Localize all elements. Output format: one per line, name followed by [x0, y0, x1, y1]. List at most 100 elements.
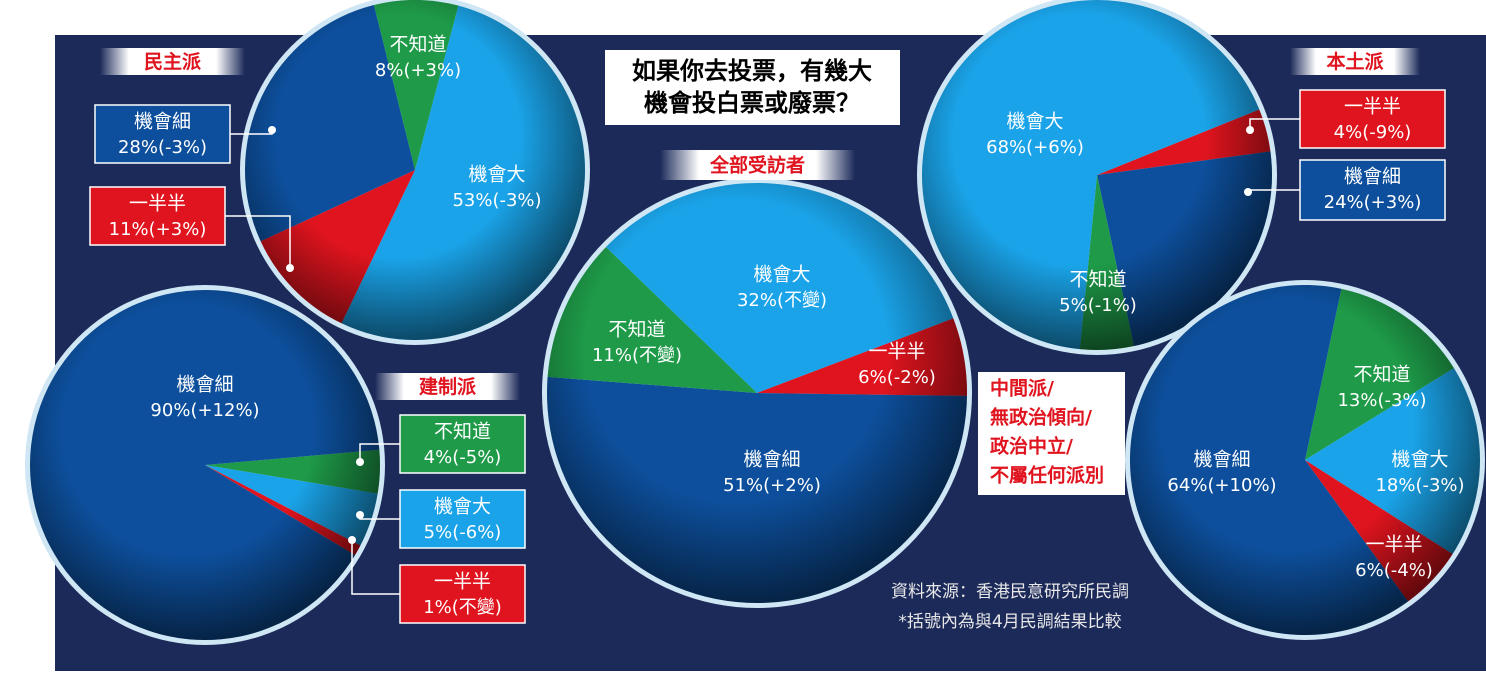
- pie-shade: [1130, 285, 1480, 635]
- value-label: 51%: [723, 475, 763, 496]
- value-label: 5%: [1059, 295, 1088, 316]
- value-label: 4%(-5%): [424, 447, 502, 468]
- change-label: (-4%): [1384, 560, 1433, 581]
- leader-line: [225, 215, 291, 268]
- category-label: 不知道: [1353, 364, 1410, 386]
- value-label: 24%(+3%): [1324, 192, 1422, 213]
- title: 如果你去投票，有幾大: [632, 57, 872, 85]
- group-tag: [375, 373, 520, 400]
- leader-dot: [356, 458, 364, 466]
- category-label: 機會細: [134, 111, 191, 133]
- group-tag: [660, 150, 855, 180]
- change-label: (不變): [452, 597, 502, 618]
- leader-dot: [356, 511, 364, 519]
- leader-dot: [268, 126, 276, 134]
- value-label: 32%: [737, 290, 777, 311]
- category-label: 機會大: [468, 164, 525, 186]
- group-title: 無政治傾向/: [990, 406, 1092, 429]
- category-label: 一半半: [129, 193, 186, 215]
- category-label: 不知道: [608, 319, 665, 341]
- value-label: 53%(-3%): [452, 190, 541, 211]
- value-label: 11%(+3%): [109, 219, 207, 240]
- change-label: (-3%): [158, 137, 207, 158]
- group-title: 本土派: [1326, 50, 1384, 73]
- category-label: 機會大: [1006, 111, 1063, 133]
- group-tag: [100, 48, 245, 75]
- category-label: 不知道: [389, 34, 446, 56]
- change-label: (+10%): [1207, 475, 1276, 496]
- category-label: 機會大: [434, 496, 491, 518]
- pie-shade: [245, 0, 585, 340]
- value-label: 11%(不變): [592, 345, 682, 366]
- value-label: 53%: [452, 190, 492, 211]
- change-label: (不變): [632, 345, 682, 366]
- category-label: 不知道: [434, 421, 491, 443]
- value-label: 13%: [1337, 390, 1377, 411]
- value-label: 51%(+2%): [723, 475, 821, 496]
- value-label: 4%: [1334, 122, 1363, 143]
- change-label: (+12%): [190, 400, 259, 421]
- title-box: [605, 50, 900, 125]
- value-label: 64%(+10%): [1167, 475, 1276, 496]
- label-box: [1299, 159, 1446, 221]
- change-label: (-5%): [452, 447, 501, 468]
- label-box: [399, 489, 526, 549]
- change-label: (+2%): [763, 475, 821, 496]
- change-label: (-3%): [492, 190, 541, 211]
- group-title: 民主派: [144, 51, 202, 73]
- label-box: [399, 414, 526, 474]
- leader-line: [351, 540, 400, 595]
- change-label: (-2%): [887, 367, 936, 388]
- change-label: (-3%): [1377, 390, 1426, 411]
- category-label: 機會細: [1344, 166, 1401, 188]
- change-label: (不變): [777, 290, 827, 311]
- category-label: 機會大: [753, 264, 810, 286]
- change-label: (-3%): [1415, 475, 1464, 496]
- value-label: 64%: [1167, 475, 1207, 496]
- value-label: 5%(-6%): [424, 522, 502, 543]
- value-label: 6%: [858, 367, 887, 388]
- category-label: 機會細: [176, 374, 233, 396]
- value-label: 68%(+6%): [986, 137, 1084, 158]
- group-tag: [1290, 48, 1420, 75]
- category-label: 一半半: [434, 571, 491, 593]
- pie-shade: [30, 290, 380, 640]
- label-box: [1299, 89, 1446, 149]
- leader-line: [359, 443, 400, 462]
- value-label: 90%(+12%): [150, 400, 259, 421]
- value-label: 5%: [424, 522, 453, 543]
- change-label: (-1%): [1088, 295, 1137, 316]
- value-label: 6%: [1355, 560, 1384, 581]
- value-label: 18%(-3%): [1375, 475, 1464, 496]
- group-title: 全部受訪者: [709, 154, 805, 177]
- value-label: 32%(不變): [737, 290, 827, 311]
- group-box: [978, 372, 1125, 495]
- value-label: 1%(不變): [423, 597, 502, 618]
- title: 機會投白票或廢票？: [644, 89, 860, 117]
- change-label: (+6%): [1026, 137, 1084, 158]
- category-label: 機會細: [1193, 449, 1250, 471]
- value-label: 8%: [375, 60, 404, 81]
- value-label: 11%: [592, 345, 632, 366]
- group-title: 政治中立/: [990, 435, 1073, 458]
- pie-shade: [922, 0, 1272, 350]
- group-title: 建制派: [419, 375, 477, 398]
- leader-dot: [1246, 126, 1254, 134]
- change-label: (+3%): [1364, 192, 1422, 213]
- change-label: (+3%): [149, 219, 207, 240]
- source: 資料來源：香港民意研究所民調: [891, 582, 1129, 602]
- leader-dot: [1244, 188, 1252, 196]
- group-title: 中間派/: [990, 377, 1054, 400]
- value-label: 4%(-9%): [1334, 122, 1412, 143]
- category-label: 一半半: [1365, 534, 1422, 556]
- label-box: [89, 186, 226, 246]
- category-label: 機會細: [743, 449, 800, 471]
- note: *括號內為與4月民調結果比較: [898, 612, 1121, 632]
- value-label: 24%: [1324, 192, 1364, 213]
- value-label: 90%: [150, 400, 190, 421]
- value-label: 28%: [118, 137, 158, 158]
- change-label: (-6%): [452, 522, 501, 543]
- value-label: 1%: [423, 597, 452, 618]
- leader-dot: [286, 264, 294, 272]
